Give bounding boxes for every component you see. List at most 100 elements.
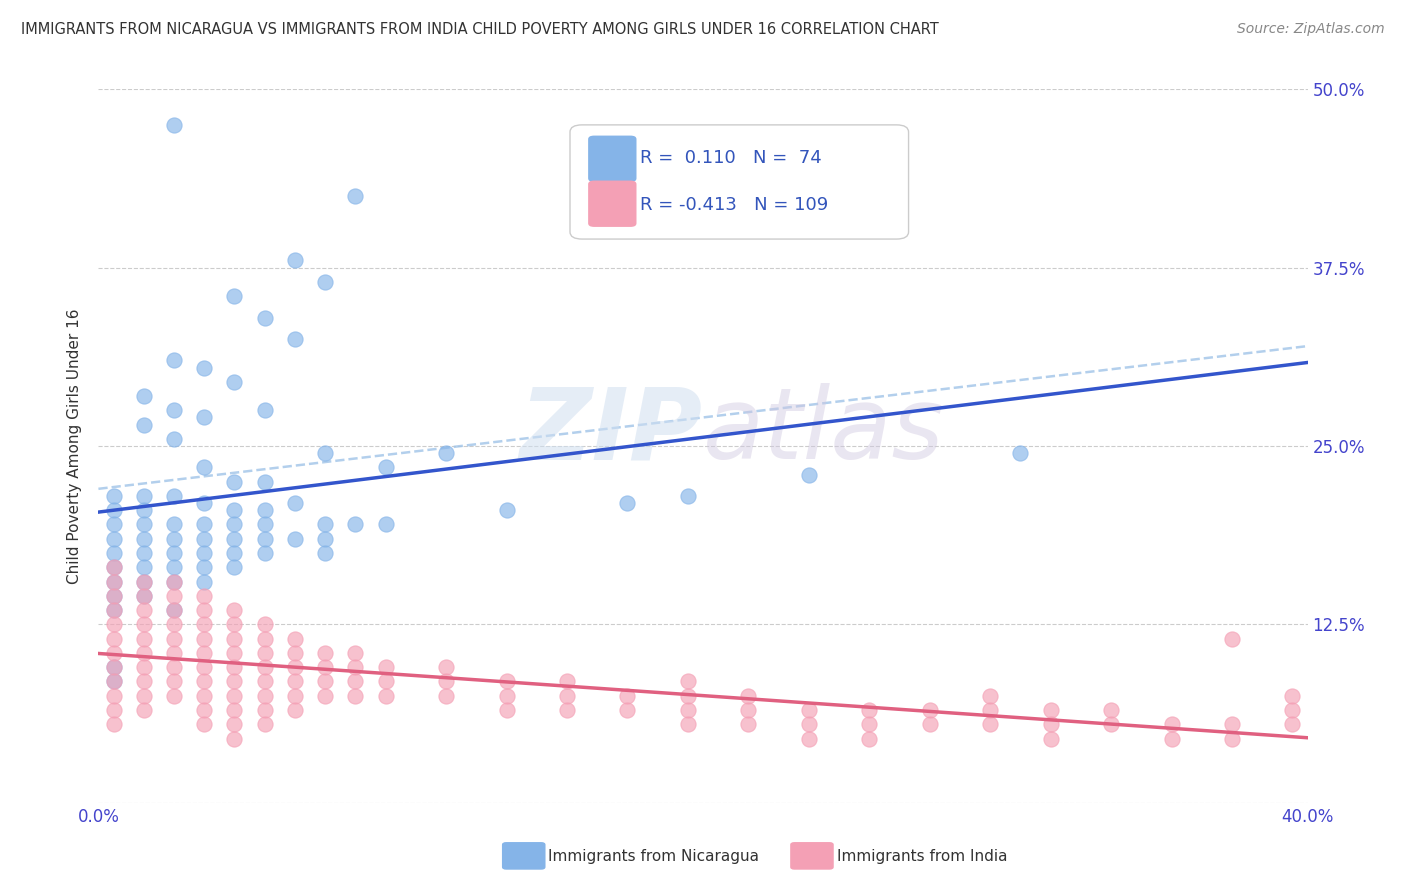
Point — [103, 503, 125, 517]
Point — [495, 689, 517, 703]
Point — [918, 703, 941, 717]
Point — [1039, 717, 1062, 731]
Point — [374, 460, 396, 475]
Point — [103, 717, 125, 731]
Point — [163, 617, 186, 632]
Point — [616, 703, 638, 717]
Point — [1099, 717, 1122, 731]
Point — [918, 717, 941, 731]
Point — [1160, 717, 1182, 731]
Point — [103, 646, 125, 660]
Point — [253, 403, 276, 417]
Point — [253, 660, 276, 674]
Point — [132, 689, 155, 703]
Point — [284, 632, 307, 646]
Point — [495, 674, 517, 689]
Point — [495, 703, 517, 717]
Point — [555, 674, 578, 689]
Point — [163, 560, 186, 574]
Point — [284, 253, 307, 268]
Point — [676, 717, 699, 731]
Point — [737, 703, 759, 717]
Point — [253, 503, 276, 517]
Point — [224, 703, 246, 717]
Point — [224, 660, 246, 674]
Point — [253, 703, 276, 717]
Point — [284, 496, 307, 510]
Point — [193, 460, 215, 475]
Text: IMMIGRANTS FROM NICARAGUA VS IMMIGRANTS FROM INDIA CHILD POVERTY AMONG GIRLS UND: IMMIGRANTS FROM NICARAGUA VS IMMIGRANTS … — [21, 22, 939, 37]
Point — [858, 731, 880, 746]
Point — [284, 532, 307, 546]
Point — [797, 717, 820, 731]
Point — [193, 574, 215, 589]
Point — [163, 353, 186, 368]
Text: Source: ZipAtlas.com: Source: ZipAtlas.com — [1237, 22, 1385, 37]
Point — [253, 617, 276, 632]
Point — [314, 546, 336, 560]
Point — [253, 475, 276, 489]
Point — [224, 717, 246, 731]
Point — [193, 532, 215, 546]
Point — [132, 660, 155, 674]
Point — [676, 689, 699, 703]
Point — [132, 703, 155, 717]
Point — [163, 674, 186, 689]
Text: ZIP: ZIP — [520, 384, 703, 480]
Point — [103, 617, 125, 632]
Point — [979, 689, 1001, 703]
Point — [132, 632, 155, 646]
Point — [193, 689, 215, 703]
Point — [103, 589, 125, 603]
Point — [314, 646, 336, 660]
Point — [253, 532, 276, 546]
Point — [163, 660, 186, 674]
Point — [163, 432, 186, 446]
Point — [193, 632, 215, 646]
Point — [103, 674, 125, 689]
Point — [103, 689, 125, 703]
Point — [253, 632, 276, 646]
Point — [676, 489, 699, 503]
Point — [314, 689, 336, 703]
Point — [224, 503, 246, 517]
Point — [253, 646, 276, 660]
Point — [284, 646, 307, 660]
Point — [284, 332, 307, 346]
Point — [314, 446, 336, 460]
Point — [193, 617, 215, 632]
Point — [193, 660, 215, 674]
Point — [374, 689, 396, 703]
Point — [314, 275, 336, 289]
Point — [224, 560, 246, 574]
Point — [103, 517, 125, 532]
Point — [434, 689, 457, 703]
Text: R = -0.413   N = 109: R = -0.413 N = 109 — [640, 196, 828, 214]
Point — [132, 574, 155, 589]
Point — [224, 532, 246, 546]
Point — [224, 689, 246, 703]
Point — [434, 674, 457, 689]
Point — [132, 532, 155, 546]
Point — [132, 489, 155, 503]
Point — [193, 360, 215, 375]
FancyBboxPatch shape — [588, 136, 637, 182]
Point — [284, 689, 307, 703]
Point — [193, 646, 215, 660]
FancyBboxPatch shape — [588, 180, 637, 227]
Point — [103, 560, 125, 574]
Point — [224, 375, 246, 389]
Point — [132, 417, 155, 432]
Point — [103, 532, 125, 546]
Point — [132, 546, 155, 560]
Point — [193, 674, 215, 689]
Point — [1281, 703, 1303, 717]
Text: atlas: atlas — [703, 384, 945, 480]
Point — [253, 717, 276, 731]
Point — [103, 674, 125, 689]
Point — [224, 674, 246, 689]
Point — [132, 560, 155, 574]
Point — [1281, 717, 1303, 731]
Point — [193, 603, 215, 617]
Point — [163, 646, 186, 660]
